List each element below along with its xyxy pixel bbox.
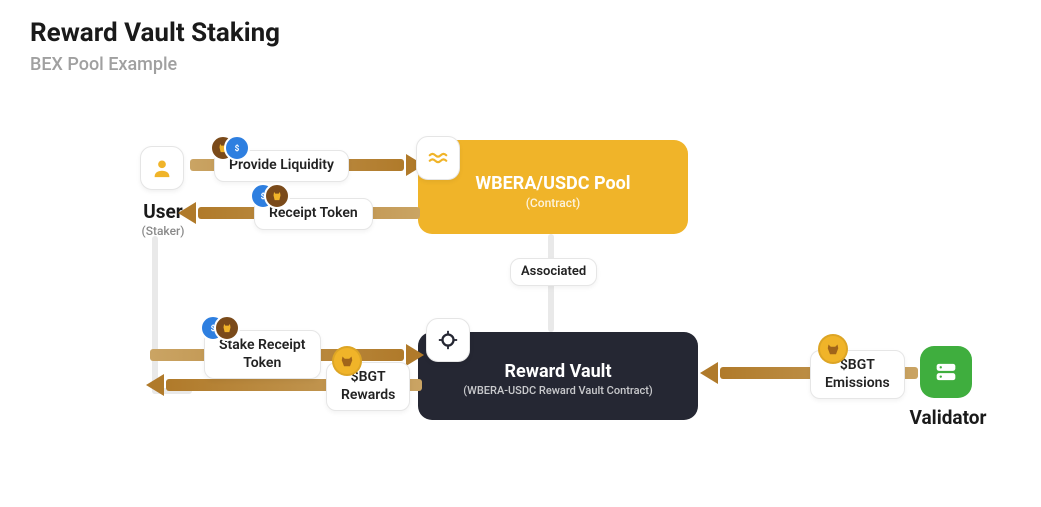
bgt-coin-rewards-icon — [332, 346, 362, 376]
validator-icon — [920, 346, 972, 398]
pool-subtitle: (Contract) — [526, 196, 580, 210]
token-pair-provide: $ — [210, 134, 252, 162]
reward-vault-icon — [426, 318, 470, 362]
page-title: Reward Vault Staking — [30, 18, 280, 48]
chip-bgt-rewards-line2: Rewards — [341, 387, 395, 403]
token-pair-stake: $ — [200, 314, 242, 342]
connector-user-column — [152, 236, 158, 394]
chip-bgt-emissions-line2: Emissions — [825, 375, 890, 391]
chip-bgt-emissions-line1: $BGT — [840, 357, 875, 373]
diagram-canvas: Reward Vault Staking BEX Pool Example Us… — [0, 0, 1041, 507]
user-icon — [140, 146, 184, 190]
page-subtitle: BEX Pool Example — [30, 54, 177, 75]
reward-vault-title: Reward Vault — [504, 361, 611, 382]
reward-vault-subtitle: (WBERA-USDC Reward Vault Contract) — [463, 384, 653, 397]
validator-label: Validator — [898, 406, 998, 429]
chip-stake-line2: Token — [243, 355, 281, 371]
bgt-coin-emissions-icon — [818, 334, 848, 364]
svg-text:$: $ — [235, 143, 240, 153]
chip-associated: Associated — [510, 258, 597, 286]
token-pair-receipt: $ — [250, 182, 292, 210]
pool-icon — [416, 136, 460, 180]
user-sublabel: (Staker) — [128, 224, 198, 238]
pool-title: WBERA/USDC Pool — [475, 173, 630, 194]
